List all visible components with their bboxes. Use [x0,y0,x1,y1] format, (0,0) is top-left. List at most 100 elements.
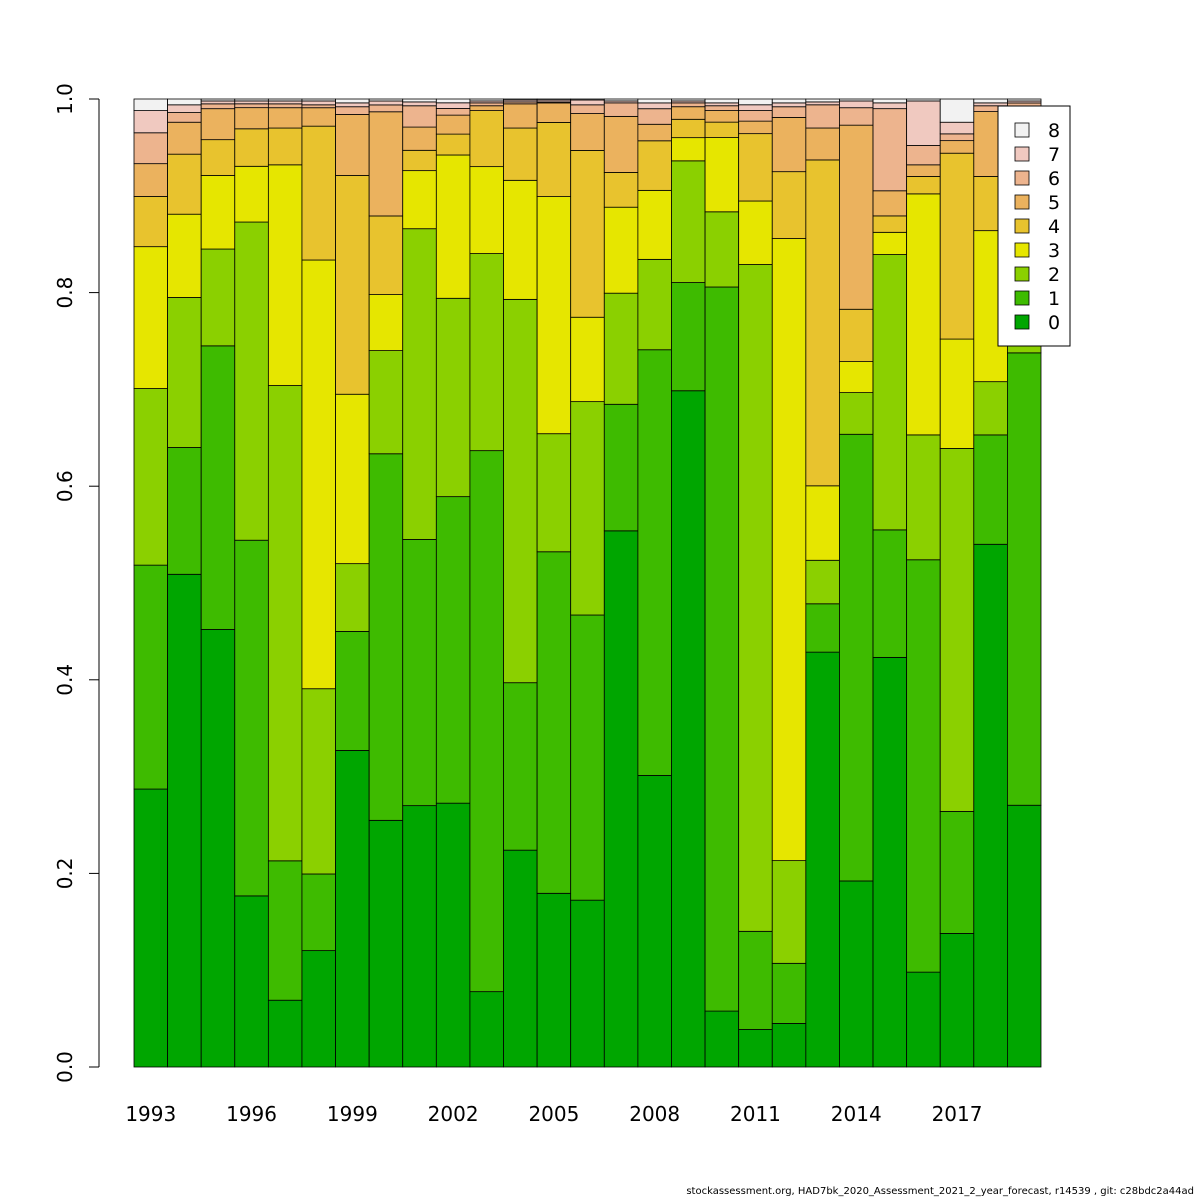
bar-2012-age-7 [771,102,807,108]
bar-1999-age-5 [335,114,370,176]
bar-2016-age-7 [906,100,941,146]
bar-2005-age-3 [536,196,572,435]
bar-2016-age-8 [906,98,941,102]
bar-2004-age-1 [503,682,538,851]
y-tick-label: 0.6 [53,470,77,502]
bar-2017-age-8 [939,98,975,123]
bar-2010-age-8 [704,98,740,104]
bar-2000-age-0 [368,819,404,1068]
bar-2010-age-6 [704,105,740,111]
x-axis: 1993 1996 1999 2002 2005 2008 2011 2014 2017 [125,1102,982,1126]
bars-group [133,98,1042,1068]
bar-2006-age-1 [570,614,605,901]
bar-1999-age-0 [335,750,370,1068]
bar-2007-age-1 [603,403,639,532]
y-tick-label: 0.2 [53,857,77,889]
bar-2017-age-6 [939,133,975,142]
bar-1993-age-8 [133,98,168,111]
bar-1995-age-2 [200,248,236,347]
bar-2005-age-2 [536,433,572,553]
bar-2017-age-2 [939,448,975,812]
bar-2011-age-4 [738,133,773,202]
legend-swatch-5 [1014,194,1030,210]
bar-2012-age-8 [771,98,807,104]
bar-2017-age-0 [939,933,975,1068]
bar-1995-age-7 [200,100,236,105]
bar-2004-age-2 [503,298,538,684]
bar-2011-age-3 [738,200,773,265]
bar-2014-age-6 [839,107,874,126]
legend-label-8: 8 [1048,120,1060,142]
bar-2008-age-8 [637,98,672,104]
bar-2019-age-8 [1007,98,1042,102]
x-tick-label: 1993 [125,1102,176,1126]
bar-2004-age-0 [503,849,538,1068]
bar-2010-age-0 [704,1010,740,1068]
bar-2004-age-4 [503,127,538,181]
x-tick-label: 2017 [932,1102,983,1126]
bar-2018-age-2 [973,381,1008,436]
legend-swatch-4 [1014,218,1030,234]
bar-2011-age-5 [738,120,773,135]
bar-1998-age-0 [301,950,336,1068]
bar-2013-age-1 [805,603,840,653]
bar-2012-age-6 [771,106,807,118]
bar-2013-age-7 [805,101,840,106]
bar-2017-age-4 [939,152,975,340]
legend-label-1: 1 [1048,288,1060,310]
bar-2010-age-1 [704,286,740,1012]
bar-2016-age-0 [906,971,941,1068]
bar-2001-age-3 [402,170,437,230]
bar-2013-age-8 [805,98,840,103]
bar-1998-age-2 [301,688,336,875]
bar-2000-age-1 [368,453,404,821]
bar-2009-age-6 [671,102,706,108]
bar-2011-age-7 [738,104,773,111]
bar-2006-age-3 [570,316,605,403]
bar-2007-age-0 [603,530,639,1068]
bar-2001-age-5 [402,126,437,151]
bar-2013-age-0 [805,651,840,1068]
bar-1994-age-7 [167,104,202,113]
bar-2015-age-2 [872,254,908,531]
bar-1995-age-4 [200,139,236,176]
x-tick-label: 1996 [226,1102,277,1126]
bar-2010-age-4 [704,121,740,138]
bar-2016-age-1 [906,559,941,973]
bar-2016-age-5 [906,164,941,177]
bar-2009-age-4 [671,118,706,139]
bar-2013-age-5 [805,127,840,161]
bar-2008-age-6 [637,108,672,125]
bar-2006-age-0 [570,899,605,1068]
bar-2012-age-0 [771,1023,807,1068]
bar-2017-age-1 [939,811,975,934]
legend-label-5: 5 [1048,192,1060,214]
x-tick-label: 2011 [730,1102,781,1126]
bar-2001-age-7 [402,101,437,107]
bar-2015-age-8 [872,98,908,104]
bar-1993-age-6 [133,132,168,165]
bar-2002-age-1 [435,496,471,804]
bar-2007-age-3 [603,206,639,294]
bar-2016-age-2 [906,434,941,561]
bar-1993-age-0 [133,788,168,1068]
bar-2008-age-1 [637,349,672,776]
bar-1995-age-3 [200,175,236,250]
bar-1999-age-3 [335,393,370,565]
legend-label-7: 7 [1048,144,1060,166]
bar-2015-age-6 [872,108,908,192]
bar-1998-age-5 [301,107,336,127]
bar-2003-age-8 [469,98,504,102]
legend-swatch-2 [1014,266,1030,282]
bar-2015-age-7 [872,102,908,110]
bar-2003-age-2 [469,253,504,452]
bar-2012-age-1 [771,962,807,1024]
bar-1993-age-3 [133,246,168,389]
bar-1997-age-1 [267,860,303,1001]
bar-2007-age-2 [603,292,639,405]
bar-2001-age-2 [402,228,437,540]
y-tick-label: 1.0 [53,83,77,115]
bar-1993-age-4 [133,196,168,248]
bar-1995-age-1 [200,345,236,630]
